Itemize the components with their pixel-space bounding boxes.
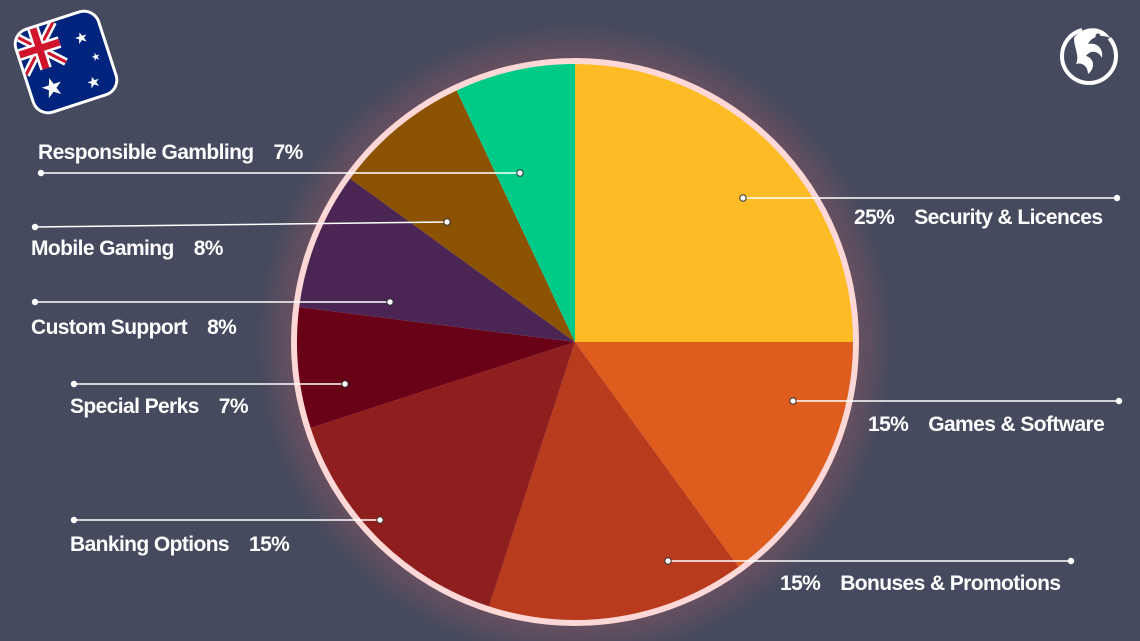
leader-dot-1-0: [789, 397, 797, 405]
pie-slice-0: [575, 64, 853, 342]
pie-slice-2: [489, 342, 739, 621]
australia-flag-icon: [13, 9, 119, 115]
dragon-logo-icon: [1060, 27, 1118, 85]
leader-dot-3-0: [376, 516, 384, 524]
leader-line-6: [34, 221, 448, 228]
leader-dot-6-1: [31, 223, 39, 231]
pie-slice-6: [350, 90, 575, 343]
pie-slice-4: [296, 307, 575, 428]
leader-dot-0-0: [739, 194, 747, 202]
pie-slice-1: [575, 342, 853, 567]
leader-dot-4-0: [341, 380, 349, 388]
slice-label-perks: Special Perks 7%: [70, 395, 249, 418]
pie-slice-3: [310, 342, 575, 607]
leader-dot-1-1: [1115, 397, 1123, 405]
leader-dot-7-1: [37, 169, 45, 177]
pie-slice-7: [456, 64, 575, 342]
slice-label-responsible: Responsible Gambling 7%: [38, 141, 303, 164]
leader-dot-5-1: [31, 298, 39, 306]
slice-label-games: 15% Games & Software: [868, 413, 1105, 436]
leader-dot-7-0: [516, 169, 524, 177]
slice-label-mobile: Mobile Gaming 8%: [31, 237, 223, 260]
slice-label-banking: Banking Options 15%: [70, 533, 290, 556]
leader-dot-3-1: [70, 516, 78, 524]
slice-label-security: 25% Security & Licences: [854, 206, 1103, 229]
leader-dot-4-1: [70, 380, 78, 388]
leader-dot-6-0: [443, 218, 451, 226]
pie-slice-5: [299, 178, 575, 342]
slice-label-support: Custom Support 8%: [31, 316, 237, 339]
slice-label-bonuses: 15% Bonuses & Promotions: [780, 572, 1061, 595]
leader-dot-0-1: [1113, 194, 1121, 202]
leader-dot-2-0: [664, 557, 672, 565]
leader-dot-5-0: [386, 298, 394, 306]
leader-dot-2-1: [1067, 557, 1075, 565]
